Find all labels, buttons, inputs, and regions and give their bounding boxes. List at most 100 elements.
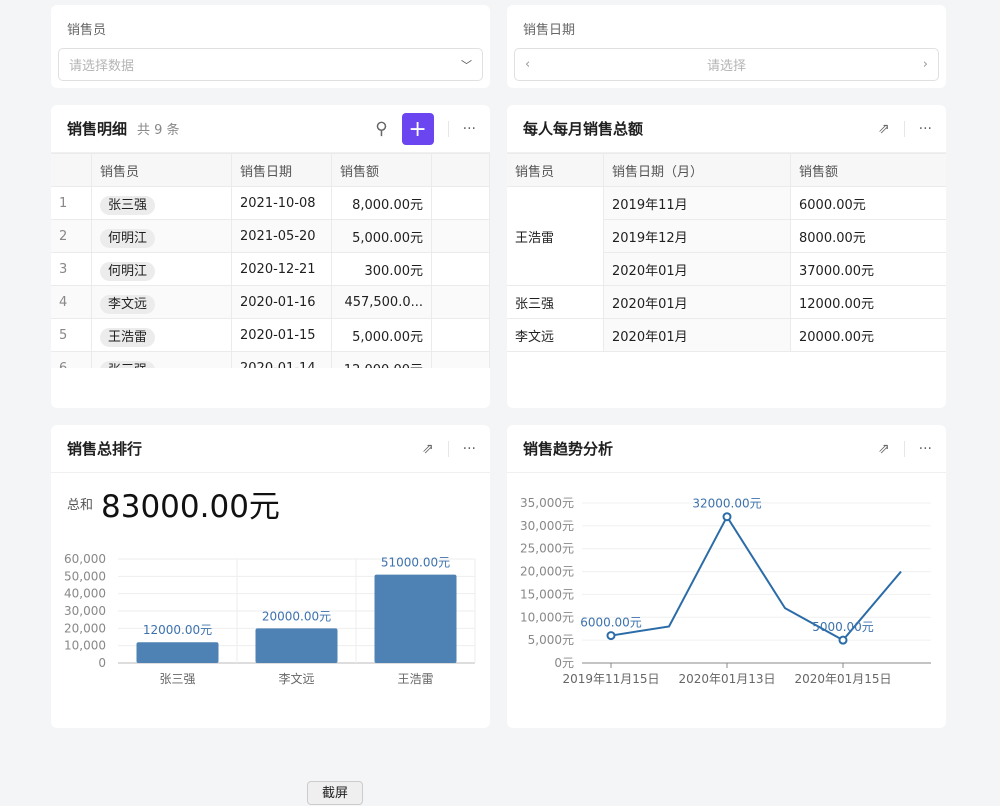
expand-icon[interactable]: ⇗ bbox=[877, 441, 890, 457]
divider bbox=[903, 121, 905, 137]
date-placeholder: 请选择 bbox=[706, 59, 746, 74]
divider bbox=[447, 121, 449, 137]
column-header[interactable]: 销售员 bbox=[91, 153, 232, 187]
x-tick-label: 2020年01月13日 bbox=[678, 672, 775, 686]
amount-cell: 5,000.00元 bbox=[331, 318, 432, 352]
detail-table: 销售员 销售日期 销售额 1 张三强 2021-10-08 8,000.00元 2 何明江 20… bbox=[51, 153, 490, 368]
expand-icon[interactable]: ⇗ bbox=[877, 121, 890, 137]
y-tick-label: 10,000 bbox=[64, 639, 106, 653]
empty-cell bbox=[431, 285, 490, 319]
row-index: 2 bbox=[51, 219, 92, 253]
x-tick-label: 张三强 bbox=[159, 672, 195, 686]
data-point bbox=[838, 635, 848, 645]
bar bbox=[255, 628, 338, 663]
date-cell: 2020-12-21 bbox=[231, 252, 332, 286]
salesperson-tag: 李文远 bbox=[100, 294, 156, 314]
month-cell: 2020年01月 bbox=[603, 285, 791, 319]
salesperson-cell: 王浩雷 bbox=[507, 186, 604, 286]
filter-label: 销售员 bbox=[67, 23, 107, 38]
more-icon[interactable]: ··· bbox=[462, 441, 476, 457]
amount-cell: 8000.00元 bbox=[790, 219, 946, 253]
salesperson-tag: 张三强 bbox=[100, 195, 156, 215]
monthly-table: 销售员 销售日期（月） 销售额 王浩雷 2019年11月 6000.00元 2019年12… bbox=[507, 153, 946, 352]
salesperson-cell: 张三强 bbox=[507, 285, 604, 319]
y-tick-label: 0 bbox=[98, 656, 106, 670]
row-index: 6 bbox=[51, 351, 92, 368]
y-tick-label: 50,000 bbox=[64, 569, 106, 583]
y-tick-label: 25,000元 bbox=[520, 542, 574, 556]
data-point bbox=[722, 512, 732, 522]
data-label: 12000.00元 bbox=[143, 623, 212, 637]
table-row: 王浩雷 2019年11月 6000.00元 bbox=[507, 186, 946, 286]
column-header[interactable]: 销售日期 bbox=[231, 153, 332, 187]
divider bbox=[447, 441, 449, 457]
salesperson-filter: 销售员 请选择数据 ﹀ bbox=[51, 5, 490, 88]
record-count: 共 9 条 bbox=[137, 123, 180, 138]
detail-table-wrap[interactable]: 销售员 销售日期 销售额 1 张三强 2021-10-08 8,000.00元 2 何明江 20… bbox=[51, 153, 490, 368]
monthly-sales-card: 每人每月销售总额 ⇗ ··· 销售员 销售日期（月） 销售额 王浩雷 2019年11月 6… bbox=[507, 105, 946, 408]
table-row[interactable]: 1 张三强 2021-10-08 8,000.00元 bbox=[51, 186, 490, 220]
amount-cell: 6000.00元 bbox=[790, 186, 946, 220]
more-icon[interactable]: ··· bbox=[918, 121, 932, 137]
add-record-button[interactable]: + bbox=[401, 113, 434, 145]
row-index: 5 bbox=[51, 318, 92, 352]
date-cell: 2020-01-14 bbox=[231, 351, 332, 368]
amount-cell: 12,000.00元 bbox=[331, 351, 432, 368]
y-tick-label: 30,000元 bbox=[520, 519, 574, 533]
date-picker[interactable]: ‹ 请选择 › bbox=[514, 48, 939, 81]
more-icon[interactable]: ··· bbox=[918, 441, 932, 457]
salesperson-cell: 张三强 bbox=[91, 186, 232, 220]
month-cell: 2020年01月 bbox=[603, 318, 791, 352]
data-label: 20000.00元 bbox=[262, 609, 331, 623]
table-row[interactable]: 2 何明江 2021-05-20 5,000.00元 bbox=[51, 219, 490, 253]
table-row[interactable]: 5 王浩雷 2020-01-15 5,000.00元 bbox=[51, 318, 490, 352]
y-tick-label: 5,000元 bbox=[528, 633, 574, 647]
x-tick-label: 2020年01月15日 bbox=[794, 672, 891, 686]
sum-value: 83000.00元 bbox=[101, 489, 280, 525]
table-row: 2019年12月 8000.00元 bbox=[507, 219, 946, 253]
salesperson-select[interactable]: 请选择数据 ﹀ bbox=[58, 48, 483, 81]
date-filter: 销售日期 ‹ 请选择 › bbox=[507, 5, 946, 88]
month-cell: 2019年11月 bbox=[603, 186, 791, 220]
y-tick-label: 40,000 bbox=[64, 587, 106, 601]
chevron-down-icon: ﹀ bbox=[461, 58, 472, 72]
y-tick-label: 15,000元 bbox=[520, 587, 574, 601]
date-cell: 2020-01-16 bbox=[231, 285, 332, 319]
table-row: 张三强 2020年01月 12000.00元 bbox=[507, 285, 946, 319]
data-label: 5000.00元 bbox=[812, 620, 874, 634]
x-tick-label: 2019年11月15日 bbox=[562, 672, 659, 686]
data-label: 32000.00元 bbox=[692, 497, 761, 511]
salesperson-tag: 何明江 bbox=[100, 228, 156, 248]
sum-label: 总和 bbox=[67, 498, 94, 513]
card-title: 销售趋势分析 bbox=[523, 440, 614, 458]
expand-icon[interactable]: ⇗ bbox=[421, 441, 434, 457]
salesperson-tag: 王浩雷 bbox=[100, 327, 156, 347]
chevron-right-icon[interactable]: › bbox=[922, 57, 928, 72]
card-title: 每人每月销售总额 bbox=[523, 120, 644, 138]
amount-cell: 20000.00元 bbox=[790, 318, 946, 352]
month-cell: 2019年12月 bbox=[603, 219, 791, 253]
date-cell: 2020-01-15 bbox=[231, 318, 332, 352]
x-tick-label: 王浩雷 bbox=[397, 672, 433, 686]
card-title: 销售总排行 bbox=[67, 440, 143, 458]
filter-label: 销售日期 bbox=[523, 23, 576, 38]
screenshot-button[interactable]: 截屏 bbox=[307, 781, 363, 805]
bar bbox=[136, 642, 219, 663]
table-row: 李文远 2020年01月 20000.00元 bbox=[507, 318, 946, 352]
y-tick-label: 20,000 bbox=[64, 621, 106, 635]
search-icon[interactable]: ⚲ bbox=[375, 119, 388, 139]
bar-chart: 0 10,000 20,000 30,000 40,000 50,000 60,000 120… bbox=[64, 552, 476, 686]
salesperson-cell: 李文远 bbox=[91, 285, 232, 319]
empty-cell bbox=[431, 351, 490, 368]
table-row[interactable]: 6 张三强 2020-01-1412,000.00元 bbox=[51, 351, 490, 368]
y-tick-label: 60,000 bbox=[64, 552, 106, 566]
chevron-left-icon[interactable]: ‹ bbox=[525, 57, 531, 72]
y-tick-label: 20,000元 bbox=[520, 565, 574, 579]
more-icon[interactable]: ··· bbox=[462, 121, 476, 137]
card-title: 销售明细 bbox=[67, 120, 128, 138]
data-label: 6000.00元 bbox=[580, 616, 642, 630]
table-row[interactable]: 3 何明江 2020-12-21 300.00元 bbox=[51, 252, 490, 286]
data-label: 51000.00元 bbox=[381, 556, 450, 570]
salesperson-cell: 李文远 bbox=[507, 318, 604, 352]
